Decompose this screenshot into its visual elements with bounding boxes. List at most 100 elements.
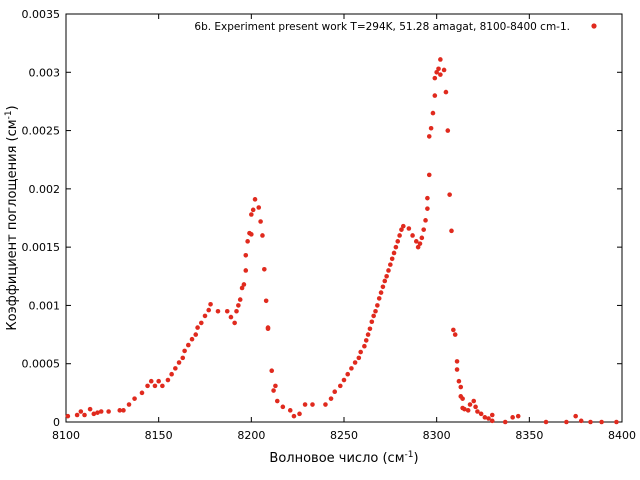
data-point: [273, 383, 278, 389]
data-point: [228, 314, 234, 320]
data-point: [260, 233, 265, 238]
plot-frame: [65, 13, 623, 423]
data-point: [395, 239, 401, 244]
data-point: [239, 285, 245, 291]
data-point: [280, 404, 286, 410]
legend: 6b. Experiment present work T=294K, 51.2…: [194, 21, 597, 33]
data-point: [173, 366, 178, 371]
data-point: [202, 313, 208, 319]
data-point: [438, 72, 443, 77]
data-point: [510, 415, 515, 420]
data-point: [467, 402, 473, 407]
data-point: [452, 332, 458, 337]
data-point: [245, 239, 250, 244]
data-point: [445, 128, 451, 133]
y-tick-label: 0.002: [29, 183, 61, 196]
data-point: [182, 348, 187, 354]
data-point: [449, 228, 454, 234]
data-point: [237, 297, 243, 302]
data-point: [423, 218, 428, 223]
y-axis-title-close: ): [5, 105, 20, 110]
x-axis-title-main: Волновое число (см: [269, 451, 404, 466]
y-axis: 0 0.0005 0.001 0.0015 0.002 0.0025 0.003 0.0035: [22, 8, 622, 429]
legend-marker: [591, 23, 597, 29]
data-point: [206, 307, 212, 313]
data-point: [458, 384, 464, 390]
x-tick-label: 8350: [515, 429, 543, 442]
y-tick-label: 0.0005: [22, 358, 61, 371]
data-point: [148, 378, 154, 384]
data-point: [473, 404, 478, 410]
x-tick-label: 8400: [608, 429, 636, 442]
data-point: [224, 308, 230, 314]
data-point: [263, 298, 269, 304]
data-point: [243, 268, 249, 273]
x-tick-label: 8100: [52, 429, 80, 442]
data-point: [341, 377, 347, 383]
data-point: [614, 419, 619, 425]
data-point: [564, 419, 569, 425]
data-point: [236, 303, 241, 308]
data-point: [425, 195, 430, 201]
legend-label: 6b. Experiment present work T=294K, 51.2…: [194, 21, 570, 33]
y-tick-label: 0: [53, 416, 60, 429]
data-point: [249, 212, 254, 217]
data-point: [145, 383, 150, 389]
data-point: [323, 402, 328, 407]
data-point: [369, 319, 375, 325]
data-point: [432, 93, 438, 98]
data-point: [87, 406, 93, 412]
data-point: [291, 413, 297, 419]
data-point: [106, 409, 111, 414]
data-point: [139, 390, 145, 396]
x-axis-title-sup: -1: [405, 450, 414, 460]
data-point: [241, 282, 247, 287]
data-point: [454, 367, 460, 372]
data-point: [156, 378, 161, 384]
data-point: [462, 406, 467, 412]
data-point: [189, 336, 195, 342]
data-point: [426, 172, 432, 178]
data-point: [252, 197, 258, 202]
y-tick-label: 0.003: [29, 66, 61, 79]
data-point: [415, 244, 421, 250]
data-point: [302, 402, 308, 407]
data-point: [345, 371, 351, 377]
data-point: [391, 250, 397, 256]
data-point: [482, 415, 488, 420]
data-point: [198, 320, 204, 326]
data-point: [475, 409, 480, 414]
data-point: [365, 332, 371, 337]
data-point: [126, 402, 132, 407]
data-point: [363, 338, 369, 343]
data-point: [98, 409, 104, 414]
data-point: [386, 268, 391, 273]
data-point: [193, 332, 199, 337]
data-point: [451, 327, 456, 333]
data-point: [432, 75, 438, 81]
data-point: [310, 402, 315, 407]
data-point: [362, 343, 367, 349]
data-point: [250, 207, 256, 213]
data-point: [389, 256, 395, 262]
data-point: [74, 412, 80, 418]
data-point: [373, 308, 378, 314]
data-point: [543, 419, 549, 425]
y-axis-title-main: Коэффициент поглощения (см: [5, 119, 20, 330]
data-point: [426, 134, 432, 139]
data-point: [160, 383, 165, 389]
data-point: [419, 235, 425, 241]
y-tick-label: 0.0015: [22, 241, 61, 254]
data-point: [378, 290, 384, 295]
data-point: [371, 313, 376, 319]
data-point: [471, 398, 477, 404]
data-point: [489, 412, 495, 418]
data-point: [447, 192, 452, 197]
data-point: [269, 368, 275, 374]
y-tick-label: 0.001: [29, 299, 61, 312]
data-point: [502, 419, 508, 425]
y-axis-title: Коэффициент поглощения (см-1): [4, 105, 20, 330]
data-point: [186, 342, 191, 348]
data-point: [376, 296, 382, 301]
data-point: [287, 408, 293, 413]
